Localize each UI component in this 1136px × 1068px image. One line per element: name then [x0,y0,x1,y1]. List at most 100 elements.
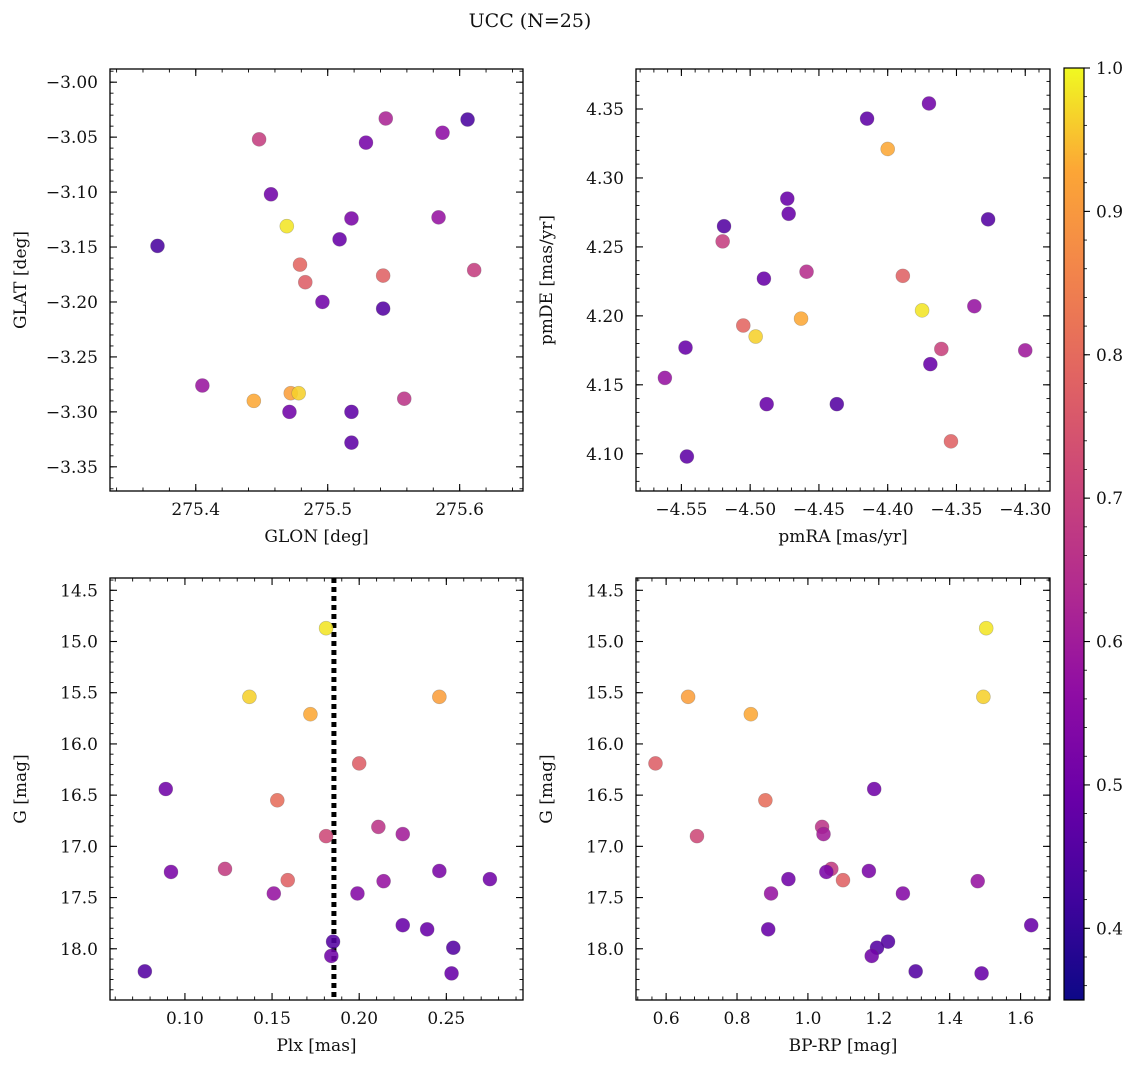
x-tick-label: 1.4 [936,1009,963,1029]
data-point [266,886,282,901]
data-point [748,329,763,344]
data-point [318,620,334,636]
y-tick-label: −3.25 [46,348,98,368]
y-tick-label: 16.0 [586,735,624,755]
data-point [908,964,923,979]
data-point [444,966,459,981]
x-tick-label: 0.6 [653,1009,680,1029]
data-point [976,689,991,705]
colorbar-tick-label: 0.7 [1096,489,1123,509]
data-point [432,689,447,705]
x-tick-label: 0.8 [723,1009,750,1029]
y-tick-label: −3.35 [46,458,98,478]
y-axis-label: pmDE [mas/yr] [537,215,557,345]
x-tick-label: −4.55 [655,500,707,520]
y-tick-label: 4.30 [586,169,624,189]
data-point [974,966,989,981]
panel-3: 0.10 0.15 0.20 0.25 14.5 15.0 15.5 16.0 16.5 17.0… [11,577,524,1056]
data-point [344,404,359,420]
x-tick-label: −4.30 [999,500,1051,520]
data-point [137,964,153,979]
data-point [280,872,296,888]
data-point [246,393,262,409]
x-tick-label: 1.0 [794,1009,821,1029]
data-point [648,756,663,771]
data-point [980,212,996,227]
data-point [432,863,447,879]
x-axis-label: GLON [deg] [264,527,368,547]
data-point [279,218,295,234]
data-point [678,340,693,355]
data-point [880,141,896,157]
x-tick-label: 275.5 [303,500,352,520]
y-tick-label: 17.5 [60,889,98,909]
y-tick-label: 18.0 [60,940,98,960]
data-point [1017,343,1033,358]
data-point [158,781,174,797]
data-point [921,96,937,111]
plot-frame [635,68,1051,492]
data-point [861,863,877,879]
data-point [866,781,882,797]
y-tick-label: 17.0 [60,837,98,857]
data-point [835,872,851,888]
data-point [895,268,911,284]
x-axis-label: Plx [mas] [276,1036,356,1056]
data-point [864,948,880,964]
data-point [923,356,938,372]
data-point [332,232,347,247]
data-point [758,792,773,808]
data-point [445,940,461,956]
colorbar: 0.4 0.5 0.6 0.7 0.8 0.9 1.0 [1063,59,1123,1001]
y-axis-label: GLAT [deg] [11,231,31,329]
y-tick-label: 4.15 [586,376,624,396]
data-point [679,449,695,464]
data-point [914,303,930,318]
data-point [735,318,751,333]
data-point [763,886,779,901]
data-point [350,886,365,901]
data-point [163,864,179,880]
y-tick-label: 4.25 [586,238,624,258]
data-point [344,435,359,450]
y-axis-label: G [mag] [11,754,31,823]
panel-4: 0.6 0.8 1.0 1.2 1.4 1.6 14.5 15.0 15.5 16.0 16.5 17… [537,577,1051,1056]
y-tick-label: −3.20 [46,293,98,313]
data-point [759,396,774,412]
colorbar-tick-label: 0.4 [1096,919,1123,939]
data-point [375,268,391,283]
y-tick-label: 4.10 [586,445,624,465]
data-point [263,186,279,202]
panel-2: −4.55 −4.50 −4.45 −4.40 −4.35 −4.30 4.10 4.15 4.… [537,68,1051,547]
data-point [657,370,673,386]
data-point [1023,917,1039,933]
y-tick-label: −3.00 [46,73,98,93]
data-point [482,871,498,887]
data-point [303,706,318,722]
data-point [150,238,165,254]
data-point [895,886,911,901]
plot-frame [635,577,1051,1001]
y-tick-label: 15.5 [60,684,98,704]
data-point [799,264,814,280]
figure-title: UCC (N=25) [469,10,592,32]
y-tick-label: 17.0 [586,837,624,857]
data-point [435,125,450,141]
x-tick-label: −4.40 [862,500,914,520]
data-point [431,210,446,225]
data-point [292,257,308,272]
y-tick-label: 4.20 [586,307,624,327]
y-tick-label: −3.15 [46,238,98,258]
y-tick-label: 4.35 [586,100,624,120]
y-tick-label: 15.0 [60,633,98,653]
y-tick-label: −3.10 [46,183,98,203]
data-point [242,689,257,705]
y-tick-label: 16.5 [60,786,98,806]
x-tick-label: −4.35 [930,500,982,520]
x-tick-label: 0.15 [253,1009,291,1029]
data-point [195,378,210,393]
data-point [315,294,330,310]
data-point [376,873,391,889]
y-tick-label: 17.5 [586,889,624,909]
colorbar-tick-label: 0.5 [1096,776,1123,796]
